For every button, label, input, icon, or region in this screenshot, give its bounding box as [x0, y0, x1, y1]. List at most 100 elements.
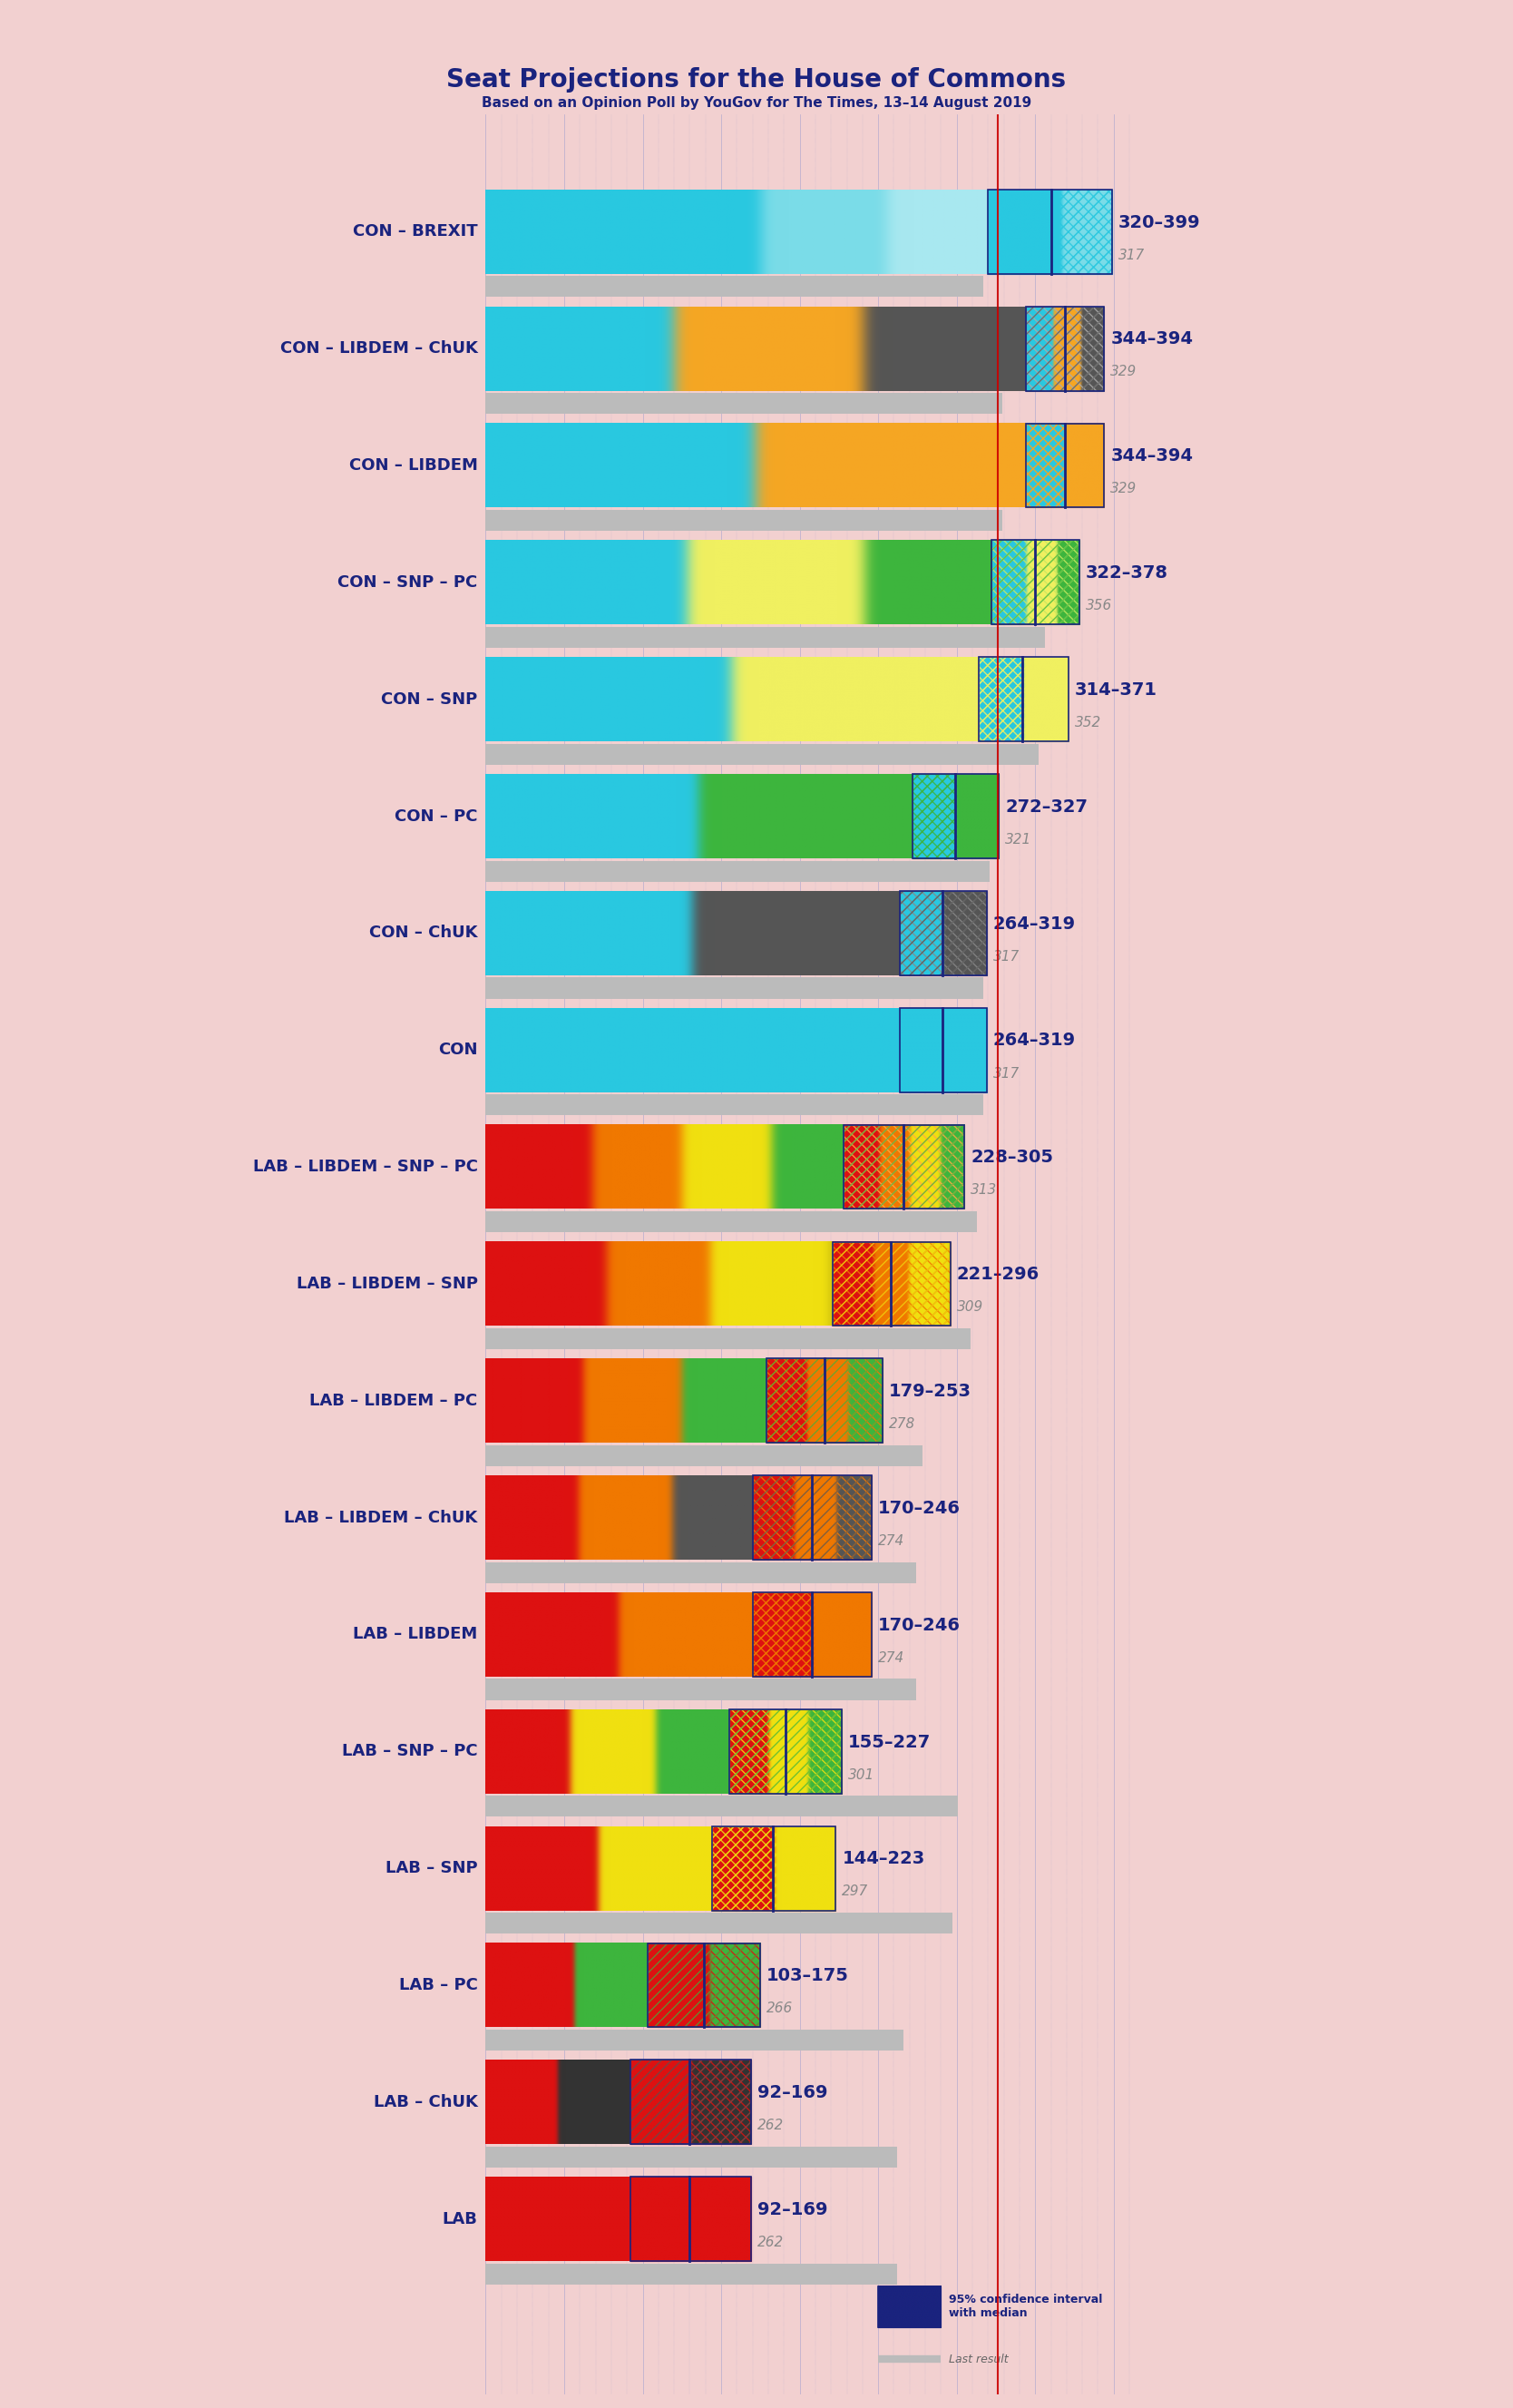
Bar [832, 1243, 950, 1327]
Text: CON – SNP – PC: CON – SNP – PC [337, 573, 478, 590]
Text: 297: 297 [843, 1885, 868, 1898]
Bar [878, 2285, 941, 2326]
Text: 266: 266 [767, 2001, 793, 2015]
Text: 92–169: 92–169 [758, 2085, 828, 2102]
Bar [629, 2059, 750, 2143]
Bar [1026, 306, 1104, 390]
Bar [832, 1243, 950, 1327]
Bar [711, 1825, 835, 1910]
Text: 170–246: 170–246 [878, 1500, 961, 1517]
Text: LAB – LIBDEM – SNP – PC: LAB – LIBDEM – SNP – PC [253, 1158, 478, 1175]
Text: Seat Projections for the House of Commons: Seat Projections for the House of Common… [446, 67, 1067, 94]
Text: CON – LIBDEM – ChUK: CON – LIBDEM – ChUK [280, 340, 478, 356]
Bar [486, 1563, 915, 1582]
Bar [900, 1009, 986, 1093]
Text: 344–394: 344–394 [1111, 448, 1194, 465]
Bar [912, 773, 999, 857]
Text: LAB – ChUK: LAB – ChUK [374, 2095, 478, 2109]
Text: 92–169: 92–169 [758, 2201, 828, 2218]
Text: 317: 317 [993, 949, 1020, 963]
Bar [912, 773, 999, 857]
Bar [486, 1329, 971, 1348]
Bar [767, 1358, 884, 1442]
Bar [1026, 424, 1104, 508]
Bar [486, 1912, 952, 1934]
Bar [486, 860, 990, 881]
Text: LAB – SNP – PC: LAB – SNP – PC [342, 1743, 478, 1760]
Text: 144–223: 144–223 [843, 1849, 924, 1869]
Bar [648, 1943, 761, 2028]
Bar [991, 539, 1079, 624]
Bar [844, 1125, 965, 1209]
Bar [900, 891, 986, 975]
Bar [912, 773, 999, 857]
Bar [486, 1211, 977, 1233]
Bar [648, 1943, 761, 2028]
Text: 356: 356 [1085, 600, 1112, 612]
Bar [729, 1710, 843, 1794]
Bar [832, 1243, 950, 1327]
Text: 309: 309 [956, 1300, 983, 1315]
Bar [486, 1678, 915, 1700]
Text: 228–305: 228–305 [971, 1149, 1053, 1165]
Bar [1026, 424, 1104, 508]
Bar [991, 539, 1079, 624]
Text: Last result: Last result [949, 2353, 1008, 2365]
Text: 301: 301 [849, 1767, 875, 1782]
Text: 262: 262 [758, 2119, 784, 2133]
Bar [486, 626, 1044, 648]
Bar [629, 2177, 750, 2261]
Bar [767, 1358, 884, 1442]
Text: LAB: LAB [442, 2211, 478, 2227]
Text: CON – SNP: CON – SNP [381, 691, 478, 708]
Bar [486, 277, 983, 296]
Bar [752, 1476, 871, 1560]
Bar [486, 978, 983, 999]
Text: 103–175: 103–175 [767, 1967, 849, 1984]
Bar [752, 1592, 871, 1676]
Bar [486, 393, 1002, 414]
Text: 278: 278 [890, 1418, 915, 1430]
Bar [900, 891, 986, 975]
Bar [711, 1825, 835, 1910]
Bar [1026, 306, 1104, 390]
Text: 155–227: 155–227 [849, 1734, 930, 1751]
Text: 317: 317 [993, 1067, 1020, 1081]
Text: 313: 313 [971, 1182, 997, 1197]
Bar [979, 657, 1068, 742]
Bar [1026, 424, 1104, 508]
Text: 317: 317 [1118, 248, 1145, 262]
Bar [752, 1592, 871, 1676]
Text: 329: 329 [1111, 482, 1138, 496]
Bar [729, 1710, 843, 1794]
Text: 322–378: 322–378 [1085, 563, 1168, 583]
Bar [629, 2059, 750, 2143]
Bar [711, 1825, 835, 1910]
Text: LAB – LIBDEM – PC: LAB – LIBDEM – PC [310, 1392, 478, 1409]
Bar [767, 1358, 884, 1442]
Bar [752, 1476, 871, 1560]
Bar [878, 2285, 941, 2326]
Text: 352: 352 [1074, 715, 1101, 730]
Text: LAB – LIBDEM: LAB – LIBDEM [354, 1625, 478, 1642]
Text: LAB – PC: LAB – PC [399, 1977, 478, 1994]
Bar [486, 2264, 897, 2285]
Bar [900, 1009, 986, 1093]
Bar [1026, 306, 1104, 390]
Text: 264–319: 264–319 [993, 1033, 1076, 1050]
Text: Based on an Opinion Poll by YouGov for The Times, 13–14 August 2019: Based on an Opinion Poll by YouGov for T… [481, 96, 1032, 111]
Bar [991, 539, 1079, 624]
Text: CON: CON [439, 1043, 478, 1057]
Text: 274: 274 [878, 1652, 905, 1664]
Text: 329: 329 [1111, 366, 1138, 378]
Text: 179–253: 179–253 [890, 1382, 971, 1399]
Bar [486, 744, 1038, 766]
Bar [486, 1445, 921, 1466]
Bar [486, 1796, 958, 1818]
Bar [900, 1009, 986, 1093]
Text: 274: 274 [878, 1534, 905, 1548]
Bar [486, 1093, 983, 1115]
Text: 321: 321 [1005, 833, 1032, 845]
Bar [988, 190, 1112, 275]
Text: CON – ChUK: CON – ChUK [369, 925, 478, 942]
